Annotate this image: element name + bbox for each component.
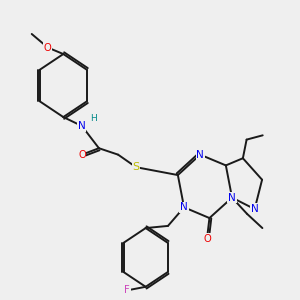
Text: S: S [133, 162, 140, 172]
Text: N: N [180, 202, 188, 212]
Text: H: H [90, 114, 97, 123]
Text: O: O [44, 43, 52, 52]
Text: O: O [203, 234, 211, 244]
Text: O: O [78, 150, 86, 160]
Text: F: F [124, 285, 130, 295]
Text: N: N [196, 150, 204, 160]
Text: N: N [78, 121, 86, 131]
Text: N: N [251, 204, 259, 214]
Text: N: N [228, 193, 236, 202]
